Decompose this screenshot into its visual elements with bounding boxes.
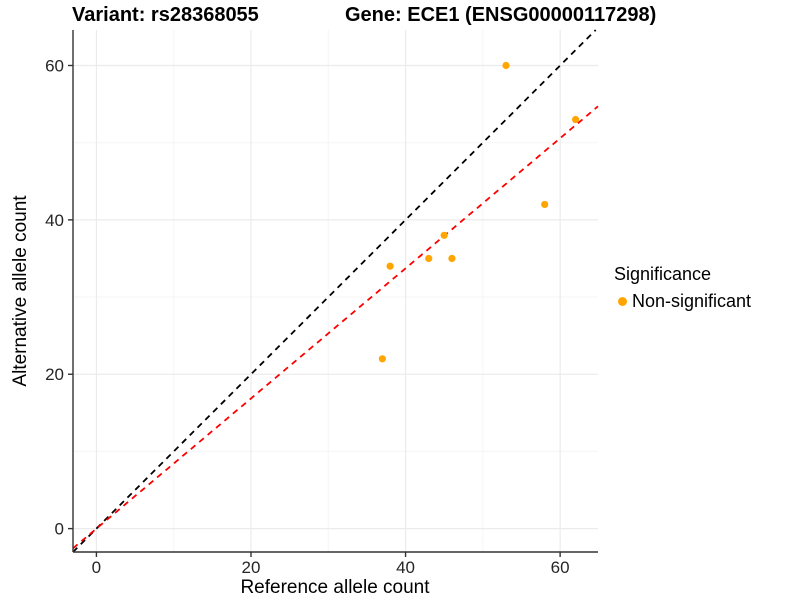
y-tick-label: 60 (45, 57, 64, 76)
x-tick-label: 60 (551, 558, 570, 577)
legend: Significance Non-significant (612, 264, 751, 312)
plot-title-gene: Gene: ECE1 (ENSG00000117298) (345, 4, 657, 26)
data-point (425, 254, 433, 263)
data-point (440, 231, 448, 239)
x-tick-label: 20 (242, 558, 261, 577)
regression-line (72, 105, 599, 550)
legend-item-non-significant: Non-significant (612, 291, 751, 312)
x-axis-label: Reference allele count (240, 577, 430, 598)
identity-line (72, 29, 597, 553)
data-point (571, 115, 580, 124)
plot-title-variant: Variant: rs28368055 (72, 4, 259, 26)
data-point (541, 200, 549, 209)
data-point (502, 61, 510, 70)
x-tick-label: 40 (396, 558, 415, 577)
legend-title: Significance (614, 264, 712, 284)
legend-item-label: Non-significant (632, 291, 752, 311)
y-axis-label: Alternative allele count (10, 195, 31, 387)
data-point (448, 254, 456, 263)
y-tick-label: 0 (55, 520, 64, 539)
y-tick-label: 20 (45, 365, 64, 384)
y-tick-label: 40 (45, 211, 64, 230)
legend-point-icon (618, 297, 627, 306)
data-point (386, 262, 394, 270)
x-tick-label: 0 (92, 558, 101, 577)
data-point (378, 355, 386, 363)
